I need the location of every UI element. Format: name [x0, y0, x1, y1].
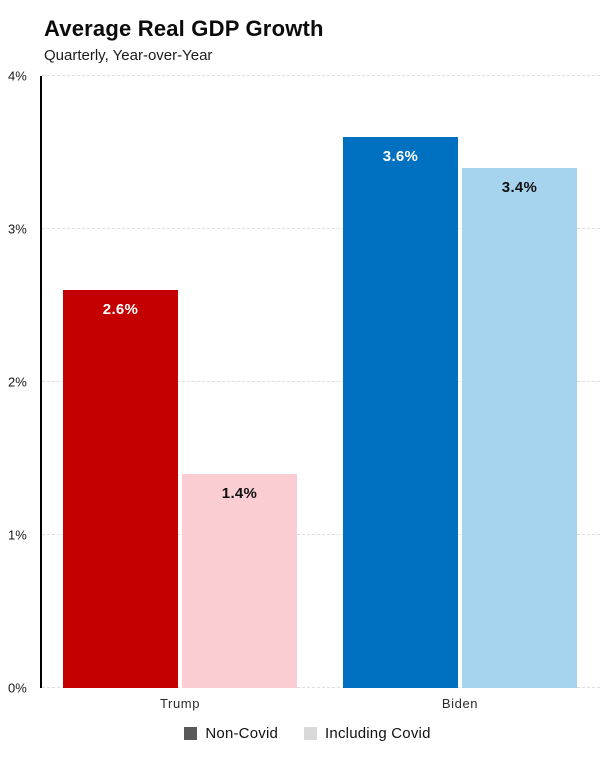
chart-legend: Non-Covid Including Covid: [0, 725, 615, 742]
bar-value-label: 1.4%: [221, 484, 258, 502]
y-tick-label: 4%: [8, 68, 27, 84]
x-axis-label-trump: Trump: [159, 696, 201, 711]
gridline: [42, 534, 600, 535]
plot-grid: 0% 1% 2% 3% 4%: [8, 70, 600, 695]
y-tick-label: 0%: [8, 680, 27, 696]
x-axis-label-biden: Biden: [441, 696, 479, 711]
bar-biden-non-covid: 3.6%: [343, 137, 458, 688]
legend-item-including-covid: Including Covid: [304, 725, 431, 742]
x-axis-labels: Trump Biden: [40, 688, 600, 711]
bar-trump-including-covid: 1.4%: [182, 473, 297, 688]
legend-label: Non-Covid: [205, 725, 279, 742]
chart-subtitle: Quarterly, Year-over-Year: [44, 47, 213, 64]
gridline: [42, 228, 600, 229]
bar-value-label: 3.6%: [382, 148, 419, 166]
plot-area: 0% 1% 2% 3% 4% 2.6% 1.4% 3.6% 3.4%: [8, 70, 600, 695]
y-tick-label: 2%: [8, 374, 27, 390]
bar-biden-including-covid: 3.4%: [462, 167, 577, 688]
gridline: [42, 75, 600, 76]
gridline: [42, 687, 600, 688]
bar-group-biden: 3.6% 3.4%: [320, 76, 600, 688]
bar-value-label: 2.6%: [102, 301, 139, 319]
y-tick-label: 1%: [8, 527, 27, 543]
y-tick-label: 3%: [8, 221, 27, 237]
chart-title: Average Real GDP Growth: [44, 16, 324, 41]
legend-marker-icon: [304, 727, 318, 740]
legend-item-non-covid: Non-Covid: [184, 725, 278, 742]
legend-marker-icon: [184, 727, 198, 740]
bar-groups: 2.6% 1.4% 3.6% 3.4%: [40, 76, 600, 688]
bar-trump-non-covid: 2.6%: [63, 290, 178, 688]
bar-value-label: 3.4%: [501, 178, 538, 196]
bar-group-trump: 2.6% 1.4%: [40, 76, 320, 688]
legend-label: Including Covid: [325, 725, 431, 742]
chart-header: Average Real GDP Growth Quarterly, Year-…: [0, 0, 615, 64]
gridline: [42, 381, 600, 382]
